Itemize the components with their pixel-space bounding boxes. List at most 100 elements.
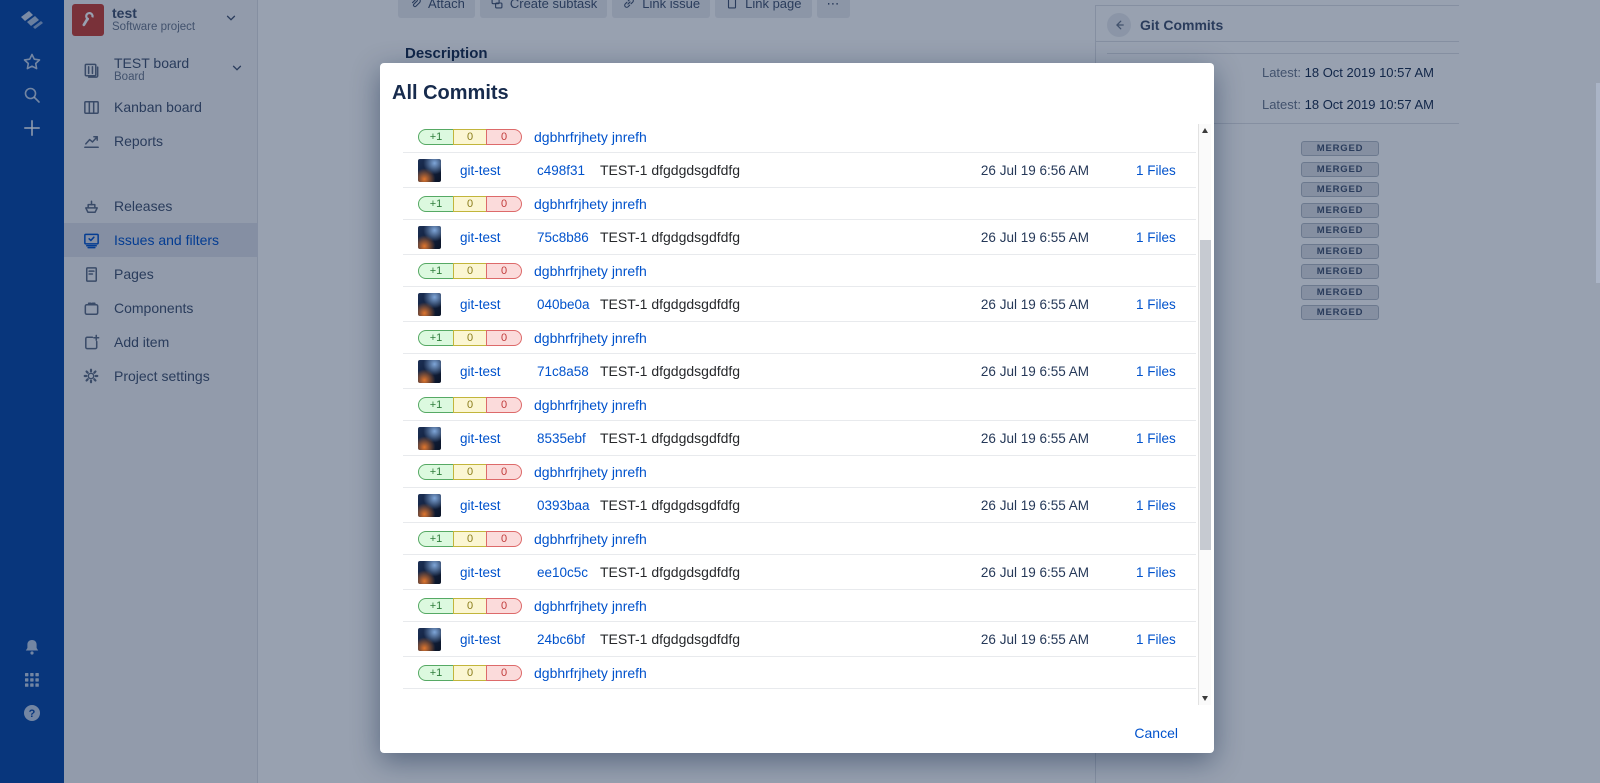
lines-deleted-badge: 0: [486, 329, 522, 346]
commit-author-link[interactable]: dgbhrfrjhety jnrefh: [534, 262, 647, 279]
link-issue-button[interactable]: Link issue: [612, 0, 711, 18]
scrollbar-thumb[interactable]: [1200, 240, 1211, 550]
button-label: Attach: [428, 0, 465, 11]
commit-row: git-test c498f31 TEST-1 dfgdgdsgdfdfg 26 Ju…: [403, 153, 1196, 188]
sidebar-item-components[interactable]: Components: [64, 291, 258, 325]
commit-author-link[interactable]: dgbhrfrjhety jnrefh: [534, 128, 647, 145]
more-icon: ⋯: [826, 0, 840, 11]
page-scrollbar-thumb[interactable]: [1596, 83, 1600, 283]
jira-logo-icon[interactable]: [0, 5, 64, 33]
files-link[interactable]: 1 Files: [1136, 631, 1176, 647]
sidebar-item-reports[interactable]: Reports: [64, 124, 258, 158]
repo-link[interactable]: git-test: [460, 296, 501, 312]
commit-stats-row: +1 0 0 dgbhrfrjhety jnrefh: [403, 255, 1196, 287]
notifications-icon[interactable]: [0, 633, 64, 661]
commit-hash-link[interactable]: c498f31: [537, 162, 586, 178]
merged-status-badge: MERGED: [1301, 141, 1379, 156]
star-icon[interactable]: [0, 48, 64, 76]
diff-stats-pill: +1 0 0: [418, 597, 522, 614]
description-heading: Description: [405, 45, 488, 62]
commit-author-link[interactable]: dgbhrfrjhety jnrefh: [534, 597, 647, 614]
diff-stats-pill: +1 0 0: [418, 664, 522, 681]
files-link[interactable]: 1 Files: [1136, 229, 1176, 245]
commit-author-link[interactable]: dgbhrfrjhety jnrefh: [534, 530, 647, 547]
sidebar-item-issues-and-filters[interactable]: Issues and filters: [64, 223, 258, 257]
commit-author-avatar: [418, 292, 441, 316]
link-icon: [622, 0, 636, 10]
project-switcher[interactable]: test Software project: [72, 2, 250, 38]
commit-message: TEST-1 dfgdgdsgdfdfg: [600, 497, 741, 513]
commit-message: TEST-1 dfgdgdsgdfdfg: [600, 430, 741, 446]
files-link[interactable]: 1 Files: [1136, 296, 1176, 312]
commit-hash-link[interactable]: 040be0a: [537, 296, 590, 312]
sidebar-item-label: Kanban board: [114, 98, 202, 115]
create-icon[interactable]: [0, 114, 64, 142]
commit-row: git-test ee10c5c TEST-1 dfgdgdsgdfdfg 26 Ju…: [403, 555, 1196, 590]
files-link[interactable]: 1 Files: [1136, 430, 1176, 446]
gear-icon: [80, 365, 102, 387]
button-label: Create subtask: [509, 0, 598, 11]
repo-link[interactable]: git-test: [460, 363, 501, 379]
commit-hash-link[interactable]: 71c8a58: [537, 363, 589, 379]
commit-author-avatar: [418, 426, 441, 450]
sidebar-item-label: Pages: [114, 265, 154, 282]
help-icon[interactable]: ?: [0, 699, 64, 727]
repo-link[interactable]: git-test: [460, 564, 501, 580]
back-button[interactable]: [1107, 13, 1131, 37]
files-link[interactable]: 1 Files: [1136, 363, 1176, 379]
repo-link[interactable]: git-test: [460, 631, 501, 647]
files-link[interactable]: 1 Files: [1136, 564, 1176, 580]
sidebar-item-releases[interactable]: Releases: [64, 189, 258, 223]
attach-button[interactable]: Attach: [398, 0, 475, 18]
scroll-up-arrow[interactable]: [1202, 128, 1208, 133]
sidebar-item-pages[interactable]: Pages: [64, 257, 258, 291]
commit-author-link[interactable]: dgbhrfrjhety jnrefh: [534, 664, 647, 681]
commit-date: 26 Jul 19 6:55 AM: [980, 564, 1089, 580]
commit-stats-row: +1 0 0 dgbhrfrjhety jnrefh: [403, 124, 1196, 153]
link-page-button[interactable]: Link page: [715, 0, 812, 18]
app-switcher-icon[interactable]: [0, 666, 64, 694]
cancel-button[interactable]: Cancel: [1134, 725, 1178, 741]
latest-label: Latest:: [1261, 65, 1301, 80]
more-button[interactable]: ⋯: [816, 0, 850, 18]
commit-author-link[interactable]: dgbhrfrjhety jnrefh: [534, 463, 647, 480]
diff-stats-pill: +1 0 0: [418, 262, 522, 279]
merged-status-badge: MERGED: [1301, 161, 1379, 177]
lines-deleted-badge: 0: [486, 463, 522, 480]
commit-hash-link[interactable]: 8535ebf: [537, 430, 586, 446]
lines-deleted-badge: 0: [486, 664, 522, 681]
repo-link[interactable]: git-test: [460, 497, 501, 513]
files-link[interactable]: 1 Files: [1136, 497, 1176, 513]
lines-deleted-badge: 0: [486, 195, 522, 212]
repo-link[interactable]: git-test: [460, 229, 501, 245]
sidebar-item-label: Issues and filters: [114, 231, 220, 248]
commit-hash-link[interactable]: 75c8b86: [537, 229, 589, 245]
button-label: Link page: [745, 0, 802, 11]
components-icon: [80, 297, 102, 319]
commit-date: 26 Jul 19 6:55 AM: [980, 631, 1089, 647]
commit-row: git-test 24bc6bf TEST-1 dfgdgdsgdfdfg 26 Ju…: [403, 622, 1196, 657]
arrow-left-icon: [1116, 20, 1124, 30]
commit-hash-link[interactable]: 24bc6bf: [537, 631, 586, 647]
commit-hash-link[interactable]: ee10c5c: [537, 564, 589, 580]
lines-deleted-badge: 0: [486, 262, 522, 279]
repo-link[interactable]: git-test: [460, 162, 501, 178]
merged-status-badge: MERGED: [1301, 202, 1379, 218]
commit-hash-link[interactable]: 0393baa: [537, 497, 590, 513]
merged-status-badge: MERGED: [1301, 305, 1379, 320]
repo-link[interactable]: git-test: [460, 430, 501, 446]
commit-author-link[interactable]: dgbhrfrjhety jnrefh: [534, 195, 647, 212]
sidebar-item-add-item[interactable]: Add item: [64, 325, 258, 359]
commit-message: TEST-1 dfgdgdsgdfdfg: [600, 296, 741, 312]
sidebar-item-project-settings[interactable]: Project settings: [64, 359, 258, 393]
commit-author-link[interactable]: dgbhrfrjhety jnrefh: [534, 329, 647, 346]
files-link[interactable]: 1 Files: [1136, 162, 1176, 178]
create-subtask-button[interactable]: Create subtask: [479, 0, 608, 18]
scroll-down-arrow[interactable]: [1202, 696, 1208, 701]
sidebar-item-kanban-board[interactable]: Kanban board: [64, 90, 258, 124]
search-icon[interactable]: [0, 81, 64, 109]
sidebar-item-test-board[interactable]: TEST board Board: [64, 50, 258, 90]
commit-author-avatar: [418, 627, 441, 651]
commit-author-link[interactable]: dgbhrfrjhety jnrefh: [534, 396, 647, 413]
subtask-icon: [490, 0, 504, 10]
